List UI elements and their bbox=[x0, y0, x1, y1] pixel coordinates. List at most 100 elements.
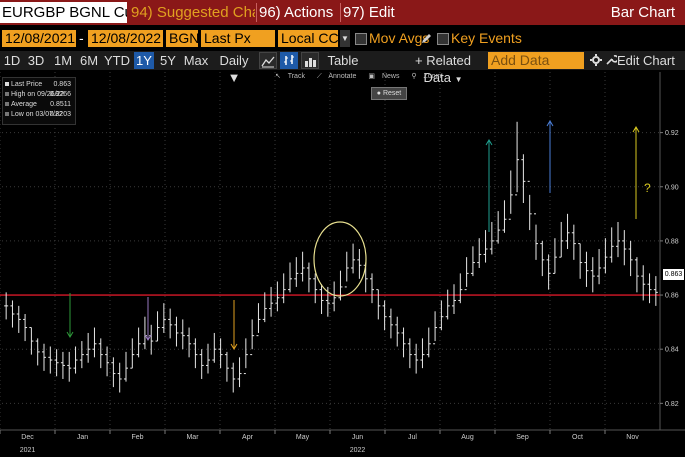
price-bar bbox=[344, 251, 349, 288]
price-bar bbox=[357, 249, 362, 279]
actions-menu[interactable]: 96) Actions ▼ bbox=[259, 2, 339, 23]
price-bar bbox=[515, 121, 520, 196]
price-bar bbox=[54, 349, 59, 377]
chart-toolbar: 1D 3D 1M 6M YTD 1Y 5Y Max Daily ▼ Table … bbox=[0, 51, 685, 85]
reset-label: Reset bbox=[382, 90, 402, 97]
edit-chart-button[interactable]: Edit Chart bbox=[617, 53, 675, 68]
zoom-tool[interactable]: ⚲ Zoom bbox=[411, 73, 446, 80]
bar-chart-icon[interactable] bbox=[280, 52, 298, 69]
mov-avgs-checkbox[interactable] bbox=[355, 33, 367, 45]
price-bar bbox=[206, 343, 210, 374]
price-bar bbox=[142, 316, 147, 350]
news-label: News bbox=[381, 73, 400, 80]
y-axis: 0.82 0.84 0.86 0.88 0.90 0.92 bbox=[659, 72, 679, 430]
price-bar bbox=[262, 292, 267, 323]
legend-last-price: Last Price 0.863 bbox=[5, 80, 73, 89]
price-bar bbox=[4, 292, 9, 320]
chart-legend: Last Price 0.863 High on 09/26/22 0.9266 A… bbox=[2, 77, 76, 125]
price-bar bbox=[508, 170, 513, 220]
annotate-tool[interactable]: ⟋ Annotate bbox=[317, 73, 362, 80]
price-bar bbox=[73, 346, 78, 374]
price-bar bbox=[559, 221, 564, 258]
x-month-label: Mar bbox=[186, 434, 199, 441]
range-ytd[interactable]: YTD bbox=[104, 53, 130, 68]
legend-last-price-value: 0.863 bbox=[53, 81, 71, 88]
price-bar bbox=[48, 346, 53, 374]
price-bar bbox=[407, 338, 412, 369]
price-bar bbox=[212, 332, 217, 363]
price-bar bbox=[111, 357, 116, 388]
arrow-up-icon bbox=[485, 139, 493, 232]
price-bar bbox=[199, 349, 204, 379]
edit-menu[interactable]: 97) Edit ▼ bbox=[343, 2, 400, 23]
range-max[interactable]: Max bbox=[183, 53, 209, 68]
y-tick-label: 0.92 bbox=[665, 130, 679, 137]
chart-tools: ↖ Track ⟋ Annotate ▣ News ⚲ Zoom bbox=[275, 72, 451, 83]
top-bar: EURGBP BGNL Curnc 94) Suggested Charts 9… bbox=[0, 0, 685, 25]
price-bar bbox=[641, 265, 646, 301]
news-icon: ▣ bbox=[368, 73, 375, 80]
price-field-select[interactable]: Last Px bbox=[201, 30, 275, 47]
last-price-tag: 0.863 bbox=[663, 269, 684, 280]
price-bar bbox=[622, 230, 627, 266]
price-bar bbox=[117, 362, 122, 393]
range-6m[interactable]: 6M bbox=[79, 53, 99, 68]
related-data-menu[interactable]: + Related Data ▼ bbox=[404, 52, 482, 85]
frequency-select[interactable]: Daily ▼ bbox=[219, 53, 249, 85]
range-5y[interactable]: 5Y bbox=[160, 53, 176, 68]
price-bar bbox=[16, 305, 21, 333]
chevron-down-icon: ▼ bbox=[337, 9, 339, 19]
price-bar bbox=[590, 257, 595, 293]
track-tool[interactable]: ↖ Track bbox=[275, 73, 310, 80]
x-month-label: Nov bbox=[626, 434, 639, 441]
range-3d[interactable]: 3D bbox=[27, 53, 45, 68]
price-bar bbox=[414, 343, 419, 374]
pencil-icon[interactable] bbox=[420, 33, 432, 45]
range-1y[interactable]: 1Y bbox=[134, 52, 154, 69]
price-bar bbox=[332, 281, 337, 312]
table-button[interactable]: Table bbox=[327, 53, 359, 68]
end-date-field[interactable]: 12/08/2022 bbox=[88, 30, 163, 47]
x-month-label: Feb bbox=[131, 434, 143, 441]
x-year-label: 2022 bbox=[350, 447, 366, 454]
column-chart-icon[interactable] bbox=[301, 52, 319, 69]
legend-high-value: 0.9266 bbox=[49, 91, 71, 98]
add-data-input[interactable]: Add Data bbox=[488, 52, 584, 69]
x-axis: Dec Jan Feb Mar Apr May Jun Jul Aug Sep Oct Nov 2021… bbox=[0, 429, 685, 454]
price-bar bbox=[433, 311, 438, 345]
price-bar bbox=[634, 257, 639, 293]
price-bar bbox=[218, 338, 223, 369]
price-bar bbox=[136, 327, 141, 358]
currency-dropdown-button[interactable]: ▼ bbox=[340, 30, 350, 47]
price-bar bbox=[527, 180, 532, 231]
price-bar bbox=[439, 300, 444, 331]
reset-button[interactable]: ● Reset bbox=[371, 87, 407, 100]
currency-select[interactable]: Local CCY bbox=[278, 30, 338, 47]
price-bar bbox=[521, 154, 526, 203]
source-field[interactable]: BGNL bbox=[166, 30, 198, 47]
suggested-charts-menu[interactable]: 94) Suggested Charts bbox=[131, 4, 255, 21]
price-bar bbox=[281, 273, 286, 304]
key-events-checkbox[interactable] bbox=[437, 33, 449, 45]
legend-high-label: High on 09/26/22 bbox=[11, 91, 65, 98]
ticker-input[interactable]: EURGBP BGNL Curnc bbox=[0, 2, 127, 23]
track-label: Track bbox=[287, 73, 305, 80]
price-bar bbox=[445, 289, 450, 320]
range-1d[interactable]: 1D bbox=[3, 53, 21, 68]
legend-average: Average 0.8511 bbox=[5, 100, 73, 109]
arrow-head bbox=[546, 120, 554, 127]
line-chart-icon[interactable] bbox=[259, 52, 277, 69]
price-chart[interactable]: 0.82 0.84 0.86 0.88 0.90 0.92 Dec Jan Feb Mar Apr… bbox=[0, 70, 685, 457]
news-tool[interactable]: ▣ News bbox=[368, 73, 404, 80]
price-bar bbox=[546, 254, 551, 290]
price-bar bbox=[193, 338, 198, 369]
arrow-head bbox=[632, 126, 640, 133]
price-bar bbox=[23, 314, 28, 342]
legend-last-price-label: Last Price bbox=[11, 81, 43, 88]
price-bar bbox=[477, 238, 482, 268]
range-1m[interactable]: 1M bbox=[53, 53, 73, 68]
price-bar bbox=[382, 300, 387, 331]
gear-icon[interactable] bbox=[590, 54, 602, 66]
start-date-field[interactable]: 12/08/2021 bbox=[2, 30, 76, 47]
price-bar bbox=[534, 213, 538, 260]
